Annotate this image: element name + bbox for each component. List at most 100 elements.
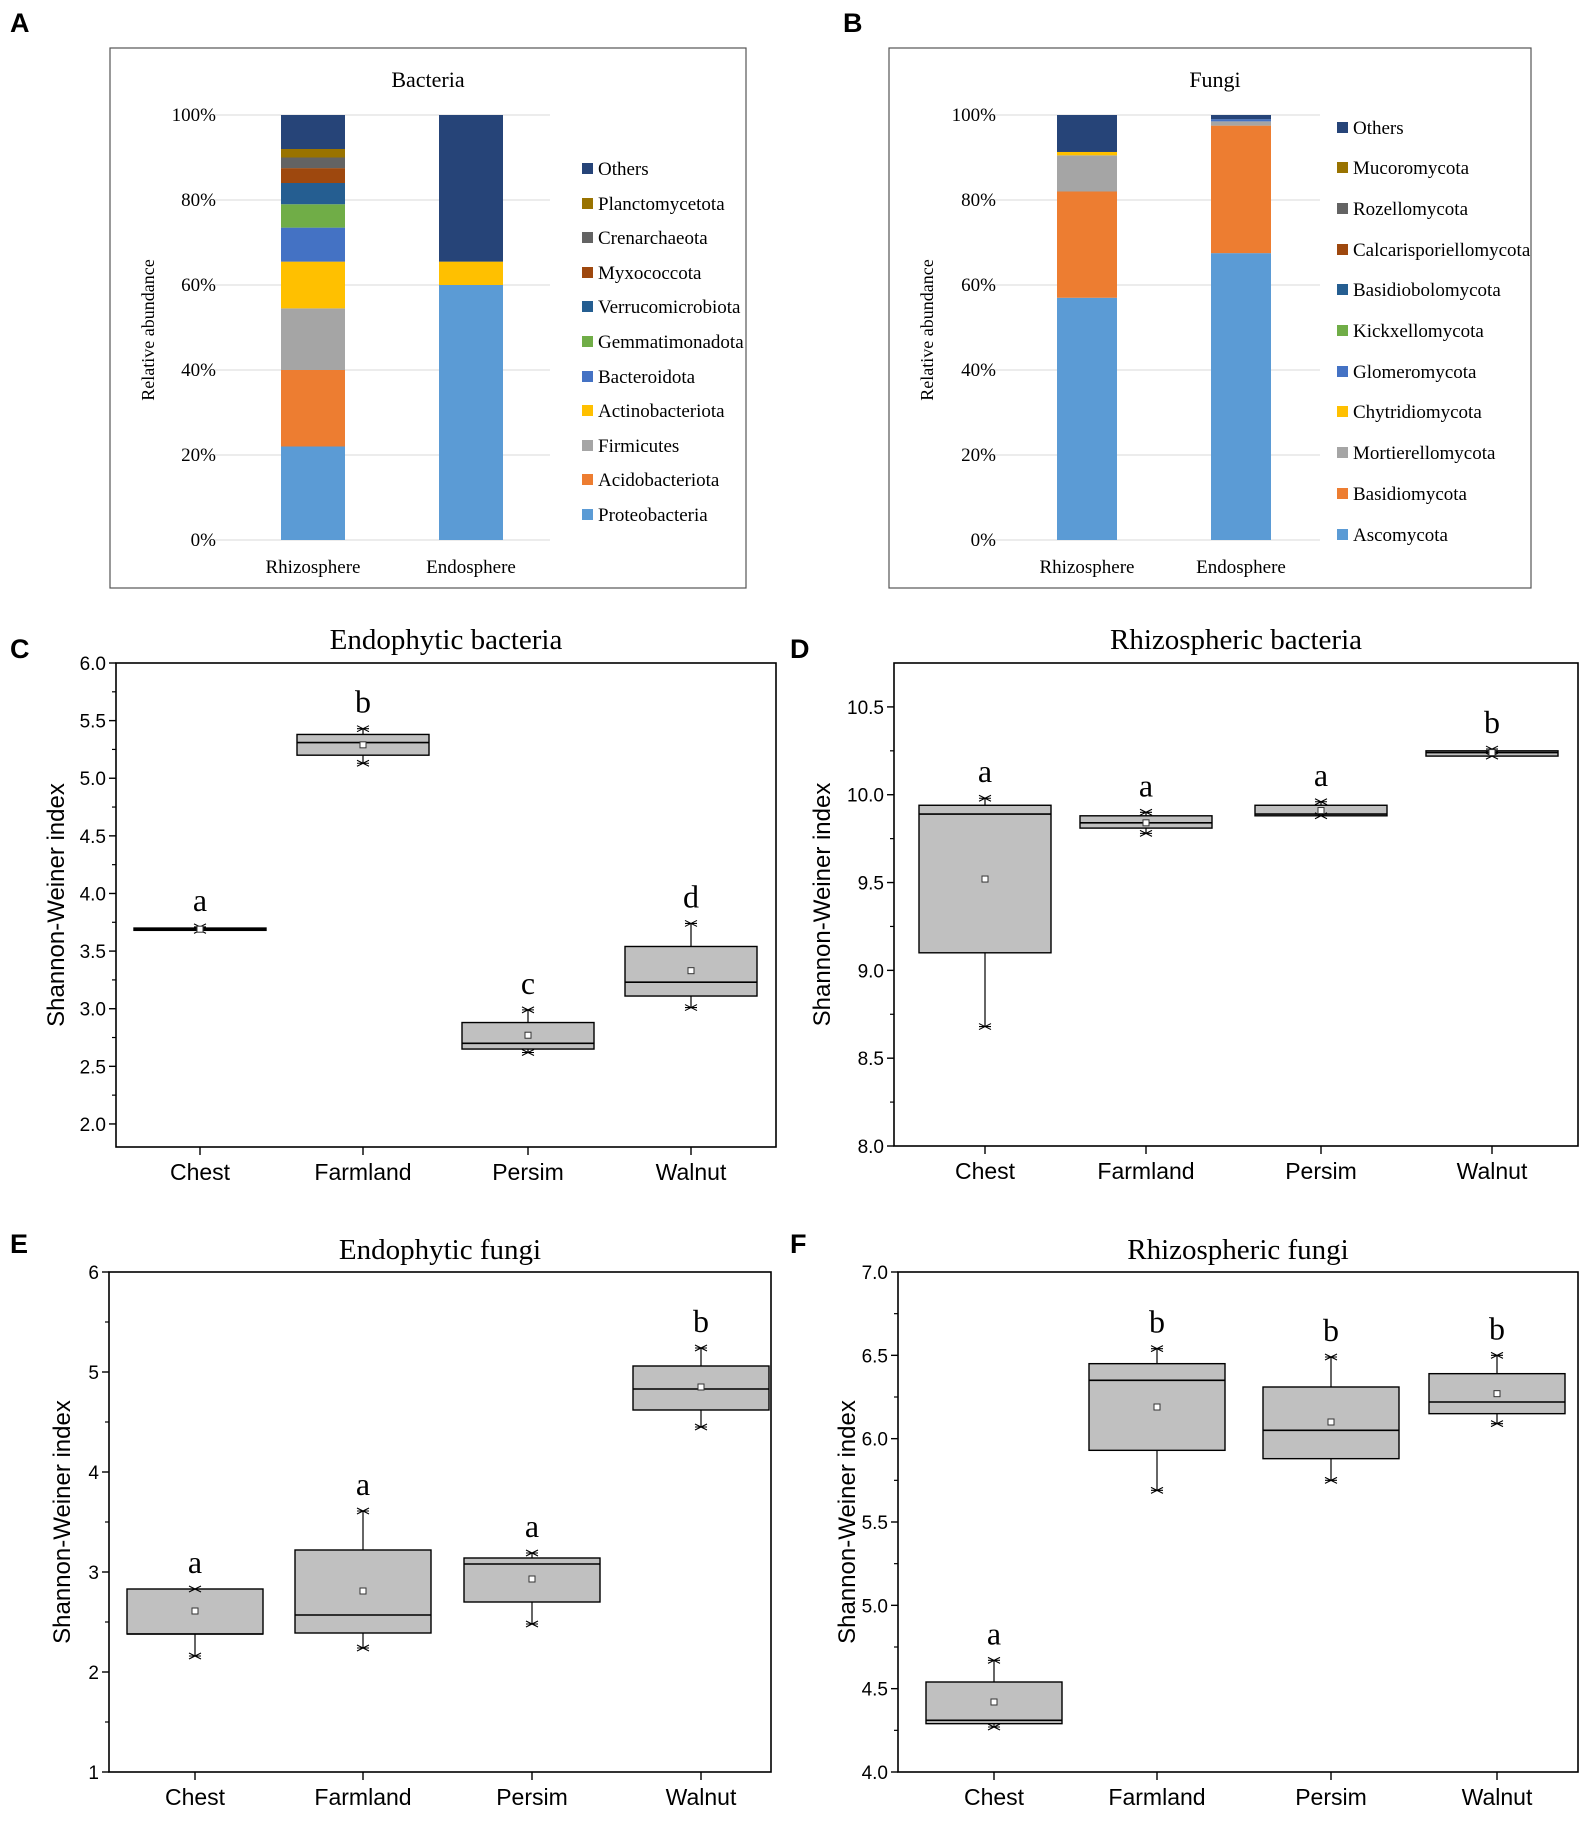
bar-segment: [1211, 253, 1271, 540]
y-axis-label: Shannon-Weiner index: [43, 783, 70, 1027]
legend-label: Others: [598, 159, 649, 180]
min-marker: [1150, 1486, 1164, 1494]
y-tick-label: 5.5: [862, 1513, 888, 1534]
max-marker: [987, 1656, 1001, 1664]
legend-label: Kickxellomycota: [1353, 321, 1484, 342]
y-tick-label: 5.0: [862, 1596, 888, 1617]
plot-frame: [108, 1271, 772, 1773]
panel-letter-d: D: [790, 634, 810, 664]
chart-title: Rhizospheric bacteria: [1110, 624, 1362, 656]
max-marker: [1485, 745, 1499, 753]
panel-letter-f: F: [790, 1229, 807, 1259]
y-tick-label: 5.0: [80, 769, 106, 790]
y-tick-label: 4: [88, 1463, 99, 1484]
mean-marker: [359, 1587, 367, 1595]
min-marker: [356, 1644, 370, 1652]
legend-swatch: [1337, 366, 1348, 377]
min-marker: [1490, 1420, 1504, 1428]
y-tick-label: 3: [88, 1563, 99, 1584]
legend-swatch: [1337, 122, 1348, 133]
panel-letter-e: E: [10, 1229, 28, 1259]
y-axis-label: Relative abundance: [138, 259, 158, 400]
mean-marker: [359, 741, 367, 749]
x-category-label: Chest: [955, 1158, 1016, 1184]
legend-label: Firmicutes: [598, 436, 679, 457]
y-tick-label: 10.5: [847, 698, 884, 719]
y-tick-label: 2.5: [80, 1057, 106, 1078]
mean-marker: [528, 1575, 536, 1583]
mean-marker: [981, 875, 989, 883]
mean-marker: [1493, 1390, 1501, 1398]
chart-title: Endophytic fungi: [339, 1234, 541, 1266]
max-marker: [521, 1006, 535, 1014]
x-category-label: Endosphere: [1196, 557, 1286, 578]
bar-segment: [281, 157, 345, 169]
significance-letter: a: [193, 882, 207, 918]
bar-segment: [1057, 155, 1117, 192]
min-marker: [1314, 812, 1328, 820]
legend-label: Others: [1353, 118, 1404, 139]
legend-swatch: [582, 336, 593, 347]
legend-swatch: [1337, 203, 1348, 214]
min-marker: [521, 1049, 535, 1056]
significance-letter: a: [987, 1615, 1001, 1651]
y-tick-label: 5.5: [80, 712, 106, 733]
max-marker: [1314, 798, 1328, 806]
significance-letter: a: [978, 753, 992, 789]
min-marker: [188, 1652, 202, 1660]
bar-segment: [281, 446, 345, 540]
y-tick-label: 60%: [961, 275, 996, 296]
y-tick-label: 20%: [181, 445, 216, 466]
bar-segment: [1057, 191, 1117, 298]
mean-marker: [524, 1031, 532, 1039]
panel-letter-b: B: [843, 8, 863, 38]
legend-label: Planctomycetota: [598, 194, 725, 215]
x-category-label: Walnut: [666, 1784, 737, 1810]
bar-segment: [1211, 121, 1271, 126]
y-tick-label: 4.5: [80, 827, 106, 848]
legend-swatch: [582, 301, 593, 312]
legend-swatch: [582, 371, 593, 382]
y-tick-label: 8.5: [858, 1049, 884, 1070]
y-tick-label: 4.0: [80, 884, 106, 905]
bar-segment: [1057, 297, 1117, 540]
chart-rhizospheric-fungi: Rhizospheric fungi Shannon-Weiner index 4.…: [834, 1234, 1579, 1810]
bar-segment: [281, 370, 345, 447]
max-marker: [356, 1507, 370, 1515]
chart-endophytic-bacteria: Endophytic bacteria Shannon-Weiner index 2…: [43, 624, 777, 1185]
x-category-label: Rhizosphere: [266, 557, 361, 578]
chart-bacteria-composition: 0% 20% 40% 60% 80% 100% Bacteria Relative abund…: [109, 47, 747, 589]
y-tick-label: 6.5: [862, 1346, 888, 1367]
y-tick-label: 3.5: [80, 942, 106, 963]
legend-swatch: [1337, 447, 1348, 458]
chart-frame: [109, 47, 747, 589]
chart-title: Rhizospheric fungi: [1127, 1234, 1348, 1266]
bar-segment: [281, 308, 345, 370]
bar-segment: [439, 115, 503, 262]
y-axis-label: Shannon-Weiner index: [49, 1400, 76, 1644]
y-tick-label: 100%: [172, 105, 217, 126]
plot-frame: [893, 662, 1579, 1147]
significance-letter: a: [356, 1466, 370, 1502]
legend-label: Ascomycota: [1353, 525, 1449, 546]
legend-label: Gemmatimonadota: [598, 332, 744, 353]
bar-segment: [281, 204, 345, 228]
legend-swatch: [582, 474, 593, 485]
y-tick-label: 3.0: [80, 1000, 106, 1021]
y-tick-label: 8.0: [858, 1137, 884, 1158]
legend-swatch: [582, 267, 593, 278]
x-category-label: Farmland: [1097, 1158, 1194, 1184]
legend-swatch: [582, 163, 593, 174]
y-tick-label: 6.0: [862, 1430, 888, 1451]
y-axis-label: Relative abundance: [917, 259, 937, 400]
x-category-label: Rhizosphere: [1040, 557, 1135, 578]
mean-marker: [1327, 1418, 1335, 1426]
mean-marker: [1153, 1403, 1161, 1411]
max-marker: [356, 725, 370, 733]
bar-segment: [1211, 119, 1271, 122]
y-tick-label: 9.5: [858, 874, 884, 895]
legend-swatch: [582, 440, 593, 451]
legend-swatch: [1337, 244, 1348, 255]
significance-letter: c: [521, 965, 535, 1001]
legend-swatch: [1337, 325, 1348, 336]
